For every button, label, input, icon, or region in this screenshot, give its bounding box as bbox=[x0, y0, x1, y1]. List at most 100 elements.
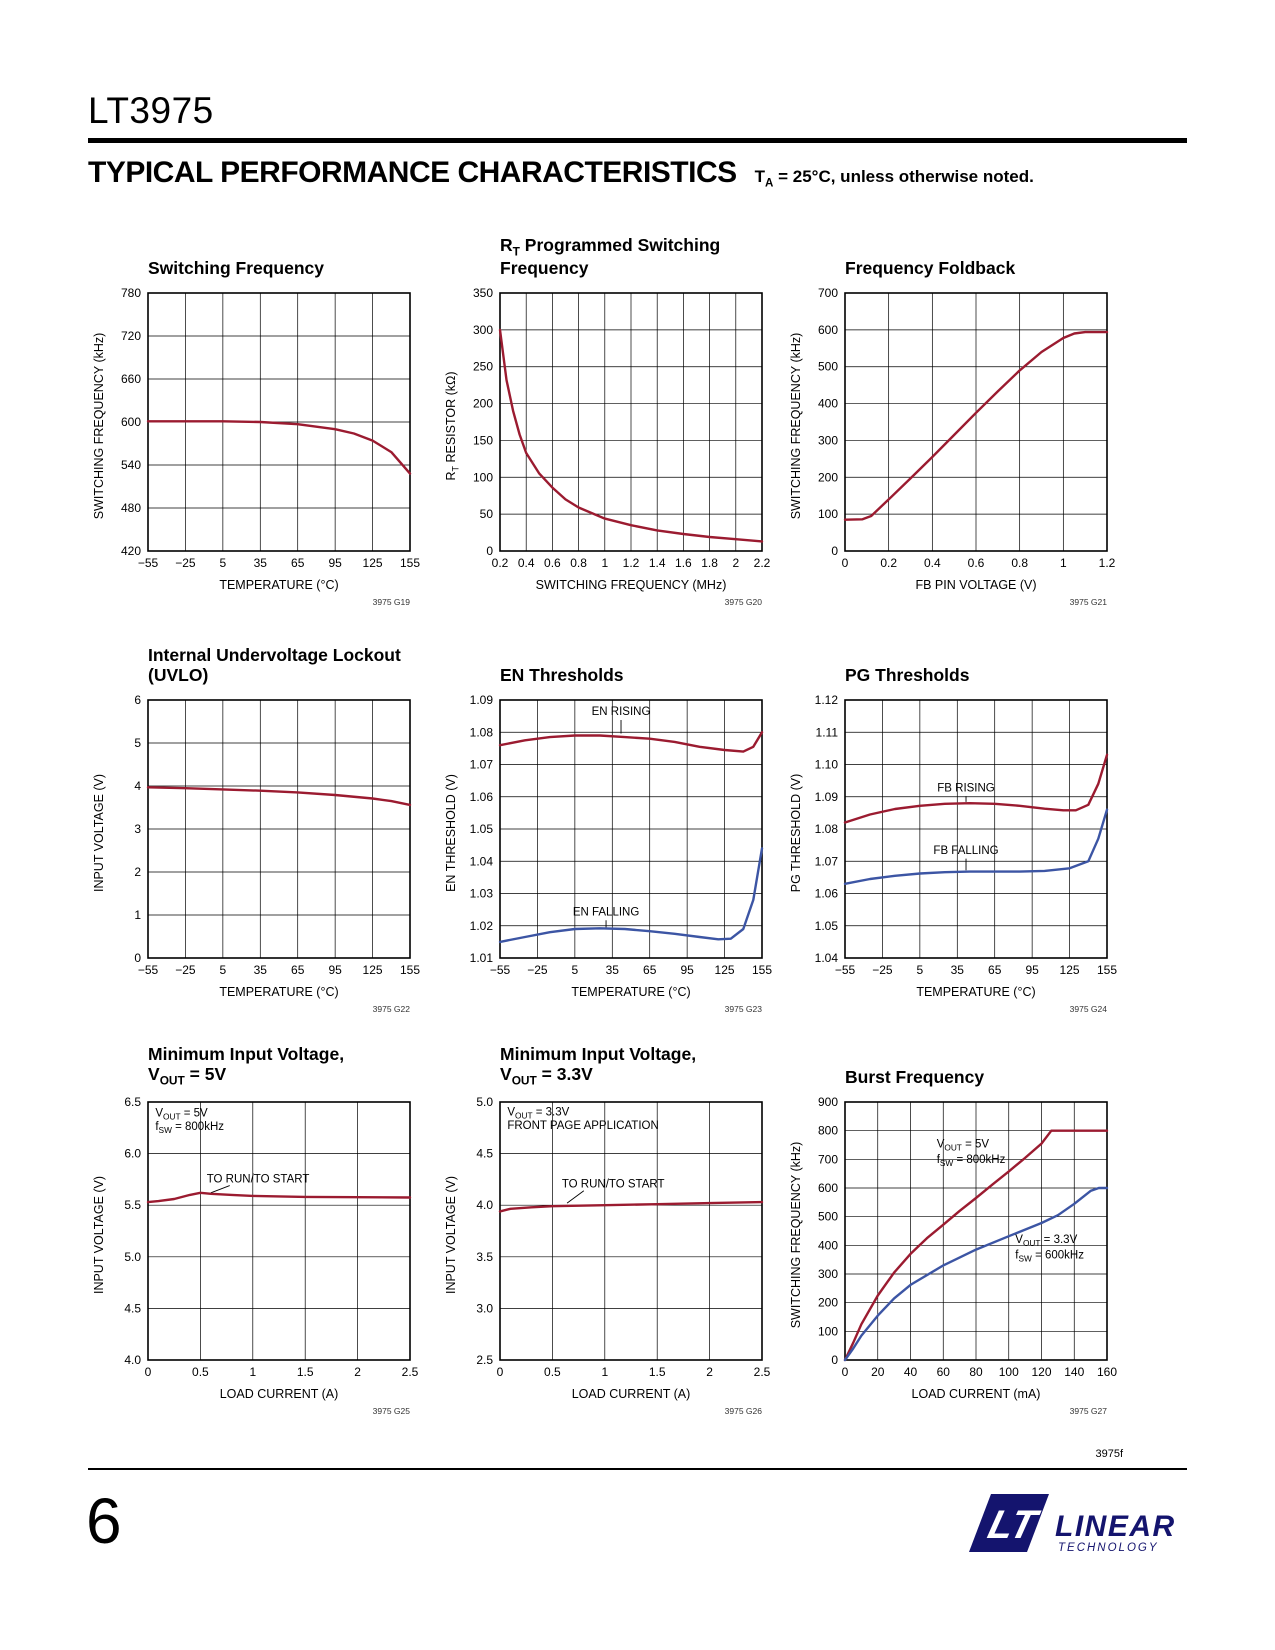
chart-title-line: Frequency bbox=[500, 258, 589, 279]
y-tick-label: 780 bbox=[121, 286, 141, 300]
x-axis-label: LOAD CURRENT (mA) bbox=[912, 1387, 1041, 1401]
y-tick-label: 200 bbox=[818, 470, 838, 484]
chart-title-line: RT Programmed Switching bbox=[500, 234, 721, 259]
x-tick-label: 125 bbox=[1060, 963, 1080, 977]
x-tick-label: 2.5 bbox=[754, 1365, 771, 1379]
y-tick-label: 100 bbox=[473, 470, 493, 484]
series-switching-frequency bbox=[146, 420, 412, 475]
x-tick-label: 1.2 bbox=[1099, 556, 1116, 570]
annotation: FB RISING bbox=[937, 783, 995, 795]
x-tick-label: −25 bbox=[527, 963, 548, 977]
x-tick-label: 155 bbox=[400, 556, 420, 570]
y-tick-label: 5.0 bbox=[476, 1095, 493, 1109]
y-axis-label: SWITCHING FREQUENCY (kHz) bbox=[92, 333, 106, 520]
plot-border bbox=[147, 699, 411, 959]
chart-switching-frequency: Switching Frequency −55 −25 5 35 65 95 125 155 42… bbox=[88, 233, 438, 613]
chart-min-input-voltage-5v: Minimum Input Voltage, VOUT = 5V 0 0.5 1 1.5 2… bbox=[88, 1042, 438, 1422]
y-tick-label: 1.04 bbox=[815, 951, 839, 965]
y-tick-label: 6.5 bbox=[124, 1095, 141, 1109]
header-rule bbox=[88, 138, 1187, 143]
annotation-leader bbox=[566, 1190, 585, 1204]
series-FB RISING bbox=[843, 753, 1109, 824]
x-tick-label: 20 bbox=[871, 1365, 885, 1379]
y-tick-label: 0 bbox=[486, 544, 493, 558]
series-rt-resistor bbox=[498, 328, 764, 543]
logo-technology-text: TECHNOLOGY bbox=[1058, 1542, 1159, 1554]
y-tick-label: 2.5 bbox=[476, 1353, 493, 1367]
y-tick-label: 1.04 bbox=[470, 854, 494, 868]
x-tick-label: 2 bbox=[354, 1365, 361, 1379]
x-tick-label: −25 bbox=[175, 556, 196, 570]
y-tick-label: 1.08 bbox=[815, 822, 839, 836]
y-tick-label: 540 bbox=[121, 458, 141, 472]
chart-title: Minimum Input Voltage, VOUT = 5V bbox=[88, 1042, 438, 1088]
annotation: VOUT = 5V bbox=[155, 1107, 208, 1121]
x-axis-label: LOAD CURRENT (A) bbox=[220, 1387, 339, 1401]
y-tick-label: 4 bbox=[134, 779, 141, 793]
x-tick-label: 40 bbox=[904, 1365, 918, 1379]
x-tick-label: 0.8 bbox=[1011, 556, 1028, 570]
y-tick-label: 600 bbox=[121, 415, 141, 429]
y-axis-label: SWITCHING FREQUENCY (kHz) bbox=[789, 333, 803, 520]
y-tick-label: 720 bbox=[121, 329, 141, 343]
y-tick-label: 0 bbox=[831, 1353, 838, 1367]
y-tick-label: 1.12 bbox=[815, 693, 839, 707]
annotation: EN FALLING bbox=[573, 906, 640, 918]
plot-border bbox=[499, 292, 763, 552]
series-frequency-foldback bbox=[843, 330, 1109, 521]
chart-title-line: Minimum Input Voltage, bbox=[500, 1043, 697, 1064]
annotation: FB FALLING bbox=[933, 845, 998, 857]
chart-title: Switching Frequency bbox=[88, 233, 438, 279]
chart-title-line: Minimum Input Voltage, bbox=[148, 1043, 345, 1064]
y-axis-label: INPUT VOLTAGE (V) bbox=[92, 1176, 106, 1294]
x-tick-label: 0 bbox=[497, 1365, 504, 1379]
linear-technology-logo: LT LINEAR TECHNOLOGY bbox=[967, 1492, 1187, 1559]
x-tick-label: 35 bbox=[254, 963, 268, 977]
y-tick-label: 6 bbox=[134, 693, 141, 707]
x-tick-label: 155 bbox=[1097, 963, 1117, 977]
y-tick-label: 1 bbox=[134, 908, 141, 922]
y-tick-label: 1.09 bbox=[470, 693, 494, 707]
chart-ref-code: 3975 G20 bbox=[725, 597, 763, 607]
chart-title-line: PG Thresholds bbox=[845, 665, 970, 686]
x-tick-label: −55 bbox=[138, 556, 159, 570]
x-tick-label: 140 bbox=[1064, 1365, 1084, 1379]
chart-canvas-G22: −55 −25 5 35 65 95 125 155 0 1 2 3 4 5 6 TEMPERATURE (°… bbox=[92, 693, 420, 1014]
y-axis-label: SWITCHING FREQUENCY (kHz) bbox=[789, 1142, 803, 1329]
chart-canvas-G25: 0 0.5 1 1.5 2 2.5 4.0 4.5 5.0 5.5 6.0 6.5 LOAD CURRE… bbox=[92, 1095, 419, 1416]
x-tick-label: 0.6 bbox=[544, 556, 561, 570]
x-tick-label: 1.5 bbox=[649, 1365, 666, 1379]
x-tick-label: 0 bbox=[842, 1365, 849, 1379]
chart-title: Frequency Foldback bbox=[785, 233, 1135, 279]
x-tick-label: 1.8 bbox=[701, 556, 718, 570]
y-tick-label: 5.5 bbox=[124, 1198, 141, 1212]
chart-ref-code: 3975 G24 bbox=[1070, 1004, 1108, 1014]
x-tick-label: 1 bbox=[249, 1365, 256, 1379]
annotation: fSW = 800kHz bbox=[155, 1121, 224, 1135]
x-tick-label: 35 bbox=[254, 556, 268, 570]
series-to-run-to-start bbox=[146, 1191, 412, 1204]
chart-title-line: Switching Frequency bbox=[148, 258, 324, 279]
x-tick-label: 60 bbox=[937, 1365, 951, 1379]
y-tick-label: 4.5 bbox=[124, 1301, 141, 1315]
chart-canvas-G21: 0 0.2 0.4 0.6 0.8 1 1.2 0 100 200 300 400 500 600 700 F… bbox=[789, 286, 1116, 607]
x-tick-label: 1.5 bbox=[297, 1365, 314, 1379]
page-number: 6 bbox=[86, 1485, 122, 1557]
series-EN RISING bbox=[498, 731, 764, 753]
annotation: TO RUN/TO START bbox=[562, 1179, 665, 1191]
chart-pg-thresholds: PG Thresholds −55 −25 5 35 65 95 125 155 1.04 1.05… bbox=[785, 640, 1135, 1020]
chart-title-line: EN Thresholds bbox=[500, 665, 624, 686]
x-tick-label: 1 bbox=[1060, 556, 1067, 570]
y-axis-label: RT RESISTOR (kΩ) bbox=[444, 371, 460, 480]
chart-canvas-G24: −55 −25 5 35 65 95 125 155 1.04 1.05 1.06 1.07 1.08 1… bbox=[789, 693, 1117, 1014]
x-tick-label: 0 bbox=[842, 556, 849, 570]
footer-code: 3975f bbox=[1095, 1448, 1123, 1460]
chart-title-line: Internal Undervoltage Lockout bbox=[148, 644, 401, 665]
x-tick-label: −25 bbox=[175, 963, 196, 977]
x-axis-label: LOAD CURRENT (A) bbox=[572, 1387, 691, 1401]
y-tick-label: 1.01 bbox=[470, 951, 494, 965]
section-note: TA = 25°C, unless otherwise noted. bbox=[754, 167, 1034, 190]
x-tick-label: 5 bbox=[917, 963, 924, 977]
